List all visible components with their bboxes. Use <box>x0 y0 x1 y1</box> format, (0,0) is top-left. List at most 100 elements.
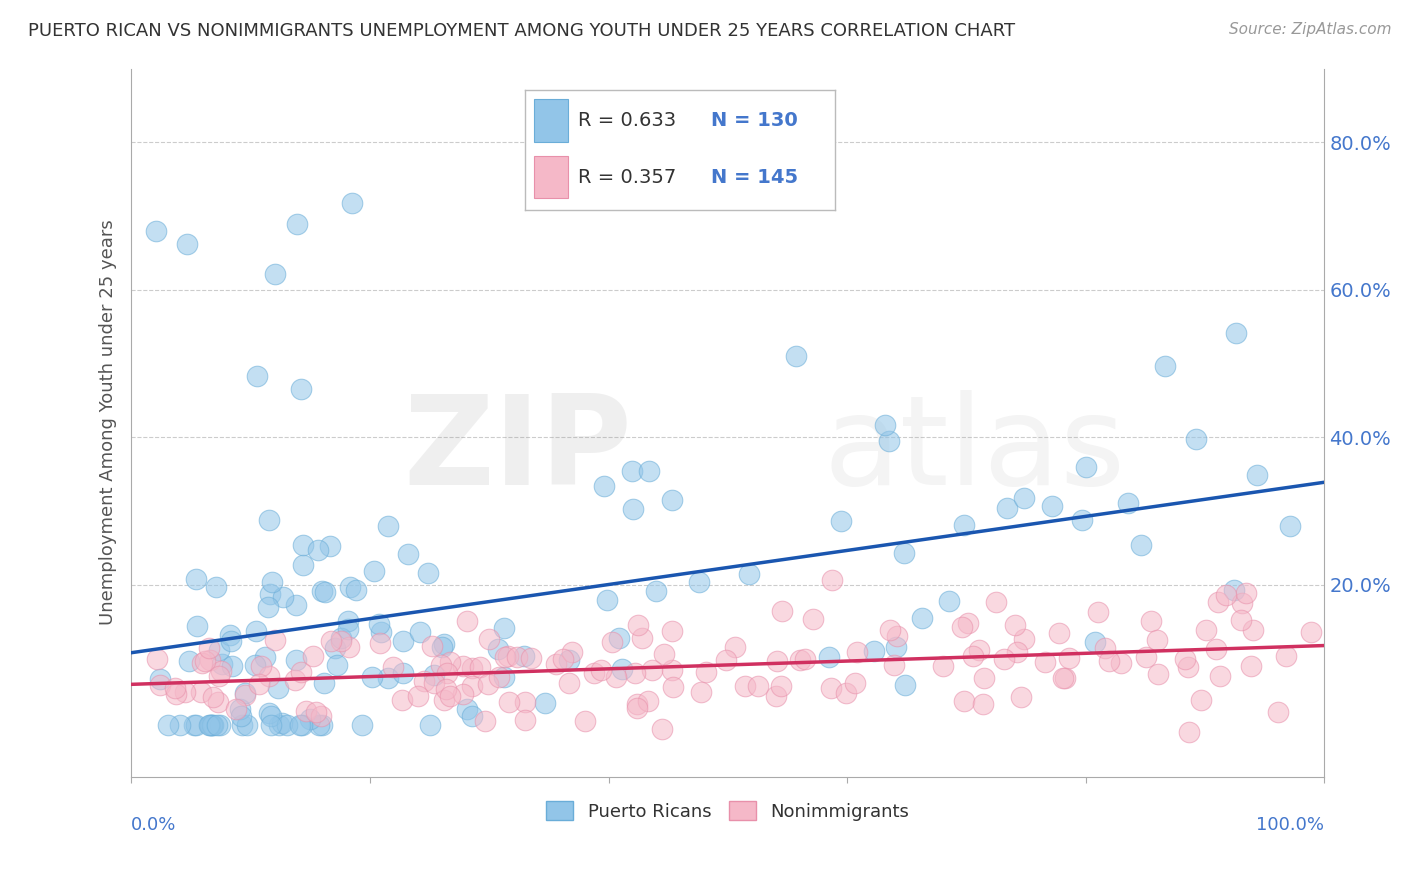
Point <box>1240 659 1263 673</box>
Point <box>186 572 208 586</box>
Point <box>1225 326 1247 340</box>
Point <box>558 653 581 667</box>
Point <box>295 704 318 718</box>
Point <box>610 662 633 676</box>
Point <box>207 695 229 709</box>
Point <box>626 697 648 711</box>
Point <box>245 624 267 638</box>
Point <box>689 685 711 699</box>
Point <box>298 712 321 726</box>
Point <box>494 649 516 664</box>
Point <box>368 635 391 649</box>
Point <box>1140 615 1163 629</box>
Point <box>793 652 815 666</box>
Point <box>377 671 399 685</box>
Point <box>1052 671 1074 685</box>
Point <box>1084 635 1107 649</box>
Point <box>1053 672 1076 686</box>
Point <box>766 654 789 668</box>
Point <box>1047 625 1070 640</box>
Point <box>1153 359 1175 373</box>
Point <box>382 660 405 674</box>
Point <box>350 718 373 732</box>
Point <box>1004 618 1026 632</box>
Point <box>409 624 432 639</box>
Point <box>257 706 280 720</box>
Point <box>451 687 474 701</box>
Point <box>1189 692 1212 706</box>
Point <box>621 501 644 516</box>
Point <box>422 676 444 690</box>
Point <box>938 593 960 607</box>
Point <box>830 514 852 528</box>
Point <box>433 637 456 651</box>
Point <box>488 670 510 684</box>
Point <box>553 652 575 666</box>
Point <box>257 668 280 682</box>
Point <box>818 649 841 664</box>
Point <box>595 593 617 607</box>
Point <box>1033 655 1056 669</box>
Point <box>430 658 453 673</box>
Point <box>661 624 683 638</box>
Point <box>520 651 543 665</box>
Point <box>263 633 285 648</box>
Point <box>231 709 253 723</box>
Point <box>228 702 250 716</box>
Point <box>1223 583 1246 598</box>
Text: 100.0%: 100.0% <box>1257 815 1324 833</box>
Point <box>211 657 233 672</box>
Point <box>1246 467 1268 482</box>
Point <box>200 718 222 732</box>
Point <box>434 682 457 697</box>
Point <box>461 661 484 675</box>
Point <box>292 538 315 552</box>
Text: ZIP: ZIP <box>404 391 633 511</box>
Point <box>325 657 347 672</box>
Point <box>433 693 456 707</box>
Point <box>1178 725 1201 739</box>
Point <box>844 676 866 690</box>
Point <box>233 688 256 702</box>
Point <box>176 236 198 251</box>
Point <box>477 677 499 691</box>
Point <box>592 479 614 493</box>
Point <box>260 718 283 732</box>
Point <box>492 621 515 635</box>
Point <box>363 564 385 578</box>
Point <box>770 604 793 618</box>
Point <box>995 501 1018 516</box>
Point <box>734 679 756 693</box>
Point <box>179 654 201 668</box>
Point <box>285 217 308 231</box>
Point <box>205 718 228 732</box>
Point <box>186 618 208 632</box>
Point <box>821 573 844 587</box>
Point <box>1071 513 1094 527</box>
Point <box>1057 651 1080 665</box>
Point <box>875 417 897 432</box>
Point <box>1177 660 1199 674</box>
Point <box>1241 624 1264 638</box>
Point <box>439 655 461 669</box>
Point <box>451 659 474 673</box>
Point <box>600 635 623 649</box>
Point <box>1209 669 1232 683</box>
Point <box>846 645 869 659</box>
Point <box>163 681 186 696</box>
Point <box>260 708 283 723</box>
Point <box>396 547 419 561</box>
Point <box>662 680 685 694</box>
Point <box>626 617 648 632</box>
Point <box>1267 705 1289 719</box>
Point <box>271 590 294 604</box>
Point <box>605 670 627 684</box>
Point <box>574 714 596 729</box>
Point <box>221 659 243 673</box>
Point <box>1118 496 1140 510</box>
Point <box>198 641 221 656</box>
Point <box>661 492 683 507</box>
Point <box>820 681 842 695</box>
Point <box>1299 625 1322 640</box>
Point <box>620 464 643 478</box>
